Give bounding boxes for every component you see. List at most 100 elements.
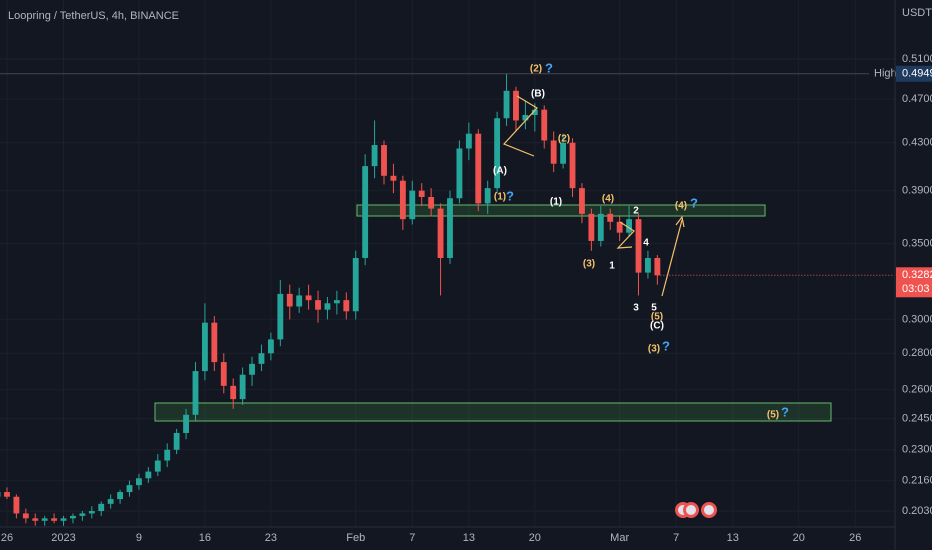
high-value: 0.4949 xyxy=(902,68,932,80)
high-label: High xyxy=(874,68,897,80)
candle-body xyxy=(258,353,265,364)
x-tick-label: 16 xyxy=(199,532,211,544)
candle-body xyxy=(541,109,548,141)
candle-body xyxy=(654,257,661,276)
candle-body xyxy=(22,513,29,519)
wave-label: ? xyxy=(662,338,670,353)
wave-label: (B) xyxy=(531,89,545,100)
candle-body xyxy=(465,133,472,149)
wave-label: (2) xyxy=(530,64,542,75)
wave-label: 2 xyxy=(633,206,639,217)
x-tick-label: 2023 xyxy=(51,532,75,544)
overlay: High 0.4949 0.3282 03:03 (2)? (B) (A) (2) (1)? (1… xyxy=(0,60,932,421)
candle-body xyxy=(4,492,10,497)
candle-body xyxy=(588,213,595,241)
wave-label: 4 xyxy=(643,238,649,249)
candle-body xyxy=(296,295,303,307)
high-label-bg xyxy=(869,65,895,82)
candle-body xyxy=(249,363,255,375)
wave-label: (3) xyxy=(583,259,595,270)
last-price-label: 0.3282 xyxy=(902,269,932,281)
wave-label: (5) xyxy=(767,410,779,421)
candle-body xyxy=(305,295,312,301)
countdown: 03:03 xyxy=(902,283,930,295)
candle-body xyxy=(51,518,58,521)
x-tick-label: 7 xyxy=(409,532,415,544)
candle-body xyxy=(79,513,86,516)
candle-body xyxy=(381,145,387,176)
wave-label: (1) xyxy=(550,197,562,208)
y-tick-label: 0.5100 xyxy=(902,53,932,65)
candle-body xyxy=(362,166,369,258)
candle-body xyxy=(616,221,623,233)
candle-body xyxy=(503,90,510,119)
candle-body xyxy=(192,371,199,415)
x-tick-label: 20 xyxy=(793,532,805,544)
candle-body xyxy=(239,374,246,400)
last-price-bg xyxy=(896,267,932,298)
candle-body xyxy=(145,471,152,479)
candle-body xyxy=(447,198,453,258)
candle-body xyxy=(343,300,350,312)
candle-body xyxy=(456,148,463,199)
x-tick-label: 13 xyxy=(727,532,739,544)
candle-body xyxy=(70,515,76,519)
x-tick-label: 7 xyxy=(673,532,679,544)
candle-body xyxy=(371,145,378,167)
x-tick-label: 23 xyxy=(265,532,277,544)
candle-body xyxy=(635,219,642,273)
wave-label: 1 xyxy=(609,261,615,272)
candle-body xyxy=(183,414,189,433)
x-tick-label: Feb xyxy=(346,532,365,544)
wave-label: ? xyxy=(781,404,789,419)
chart-title: Loopring / TetherUS, 4h, BINANCE xyxy=(8,10,179,22)
candle-body xyxy=(569,142,576,189)
candle-body xyxy=(201,322,208,372)
wave-drawings xyxy=(502,95,685,297)
candle-body xyxy=(13,496,20,514)
candle-body xyxy=(560,142,567,164)
candle-body xyxy=(117,492,124,500)
candle-body xyxy=(41,518,48,521)
wave-label: (4) xyxy=(602,194,614,205)
candle-body xyxy=(164,449,171,461)
candle-body xyxy=(494,118,501,189)
wave-label: (1) xyxy=(494,192,506,203)
high-value-bg xyxy=(896,65,932,82)
candle-body xyxy=(154,460,161,472)
x-tick-label: 9 xyxy=(136,532,142,544)
wave-label: (4) xyxy=(675,201,687,212)
x-tick-label: Mar xyxy=(610,532,629,544)
candle-body xyxy=(230,385,237,400)
candle-body xyxy=(136,478,142,486)
x-tick-label: 20 xyxy=(529,532,541,544)
wave-label: (2) xyxy=(558,134,570,145)
candle-body xyxy=(626,219,632,233)
candle-body xyxy=(475,133,482,204)
candle-body xyxy=(220,362,227,386)
candle-body xyxy=(107,499,114,504)
candle-body xyxy=(390,175,397,181)
event-icon-inner xyxy=(686,505,696,515)
wave-label: (A) xyxy=(493,166,507,177)
candle-body xyxy=(126,485,133,493)
wave-label: (C) xyxy=(650,321,664,332)
x-tick-label: 13 xyxy=(463,532,475,544)
y-unit: USDT xyxy=(902,7,932,19)
candle-body xyxy=(88,511,95,514)
candle-body xyxy=(607,213,614,222)
candle-body xyxy=(550,140,557,164)
wave-4-lines xyxy=(616,221,635,249)
candle-body xyxy=(531,109,538,116)
wave-label: 5 xyxy=(651,303,657,314)
wave-label: (3) xyxy=(648,344,660,355)
